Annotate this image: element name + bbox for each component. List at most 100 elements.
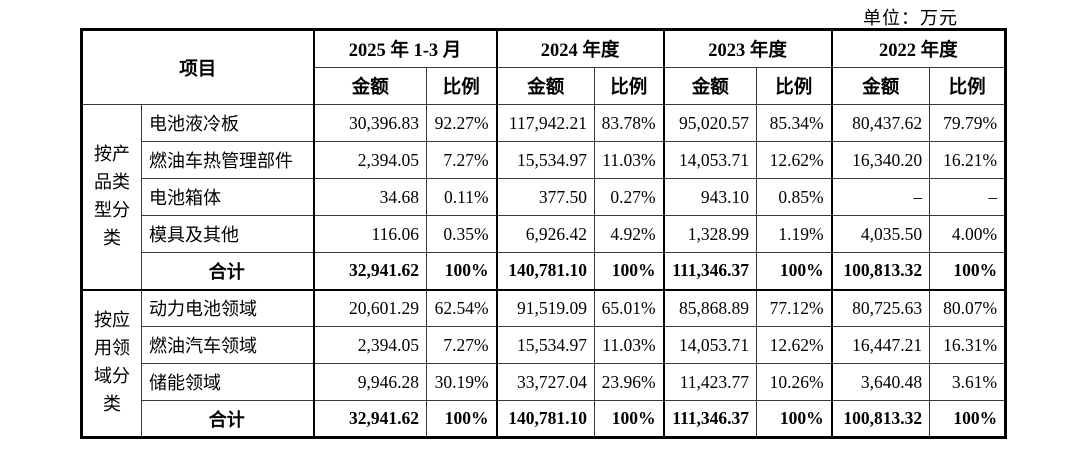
ratio-cell: 100% xyxy=(426,400,498,438)
item-name-cell: 电池箱体 xyxy=(140,178,315,216)
ratio-cell: 16.21% xyxy=(929,141,1007,179)
group-label-cell: 按产品类型分类 xyxy=(81,104,142,290)
ratio-cell: 79.79% xyxy=(929,104,1007,142)
amount-cell: 2,394.05 xyxy=(312,141,428,179)
amount-cell: 943.10 xyxy=(662,178,758,216)
ratio-cell: 7.27% xyxy=(426,326,498,364)
header-row-subheaders: 金额 比例 金额 比例 金额 比例 金额 比例 xyxy=(82,67,1007,105)
subheader-ratio: 比例 xyxy=(929,67,1007,105)
amount-cell: 116.06 xyxy=(312,215,428,253)
table-row: 燃油车热管理部件 2,394.05 7.27% 15,534.97 11.03% 14,0… xyxy=(82,141,1007,179)
period-header-2023: 2023 年度 xyxy=(662,29,833,68)
amount-cell: 1,328.99 xyxy=(662,215,758,253)
ratio-cell: 11.03% xyxy=(594,141,665,179)
amount-cell: 14,053.71 xyxy=(662,141,758,179)
amount-cell: 11,423.77 xyxy=(662,363,758,401)
period-header-2025: 2025 年 1-3 月 xyxy=(312,29,498,68)
item-name-cell: 燃油车热管理部件 xyxy=(140,141,315,179)
amount-cell: 34.68 xyxy=(312,178,428,216)
total-row: 合计 32,941.62 100% 140,781.10 100% 111,346.37 1… xyxy=(82,252,1007,290)
amount-cell: 91,519.09 xyxy=(495,288,596,327)
amount-cell: 14,053.71 xyxy=(662,326,758,364)
table-row: 模具及其他 116.06 0.35% 6,926.42 4.92% 1,328.99 1.1… xyxy=(82,215,1007,253)
amount-cell: 20,601.29 xyxy=(312,288,428,327)
ratio-cell: 0.35% xyxy=(426,215,498,253)
amount-cell: 100,813.32 xyxy=(830,400,931,438)
amount-cell: 4,035.50 xyxy=(830,215,931,253)
item-name-cell: 储能领域 xyxy=(140,363,315,401)
total-row: 合计 32,941.62 100% 140,781.10 100% 111,346.37 1… xyxy=(82,400,1007,438)
ratio-cell: 92.27% xyxy=(426,104,498,142)
ratio-cell: 10.26% xyxy=(756,363,833,401)
total-label-cell: 合计 xyxy=(140,400,315,438)
table-row: 储能领域 9,946.28 30.19% 33,727.04 23.96% 11,423.… xyxy=(82,363,1007,401)
item-name-cell: 燃油汽车领域 xyxy=(140,326,315,364)
amount-cell: 3,640.48 xyxy=(830,363,931,401)
amount-cell: – xyxy=(830,178,931,216)
amount-cell: 80,437.62 xyxy=(830,104,931,142)
period-header-2024: 2024 年度 xyxy=(495,29,665,68)
ratio-cell: 62.54% xyxy=(426,288,498,327)
amount-cell: 9,946.28 xyxy=(312,363,428,401)
amount-cell: 117,942.21 xyxy=(495,104,596,142)
amount-cell: 16,340.20 xyxy=(830,141,931,179)
ratio-cell: 12.62% xyxy=(756,326,833,364)
subheader-amount: 金额 xyxy=(662,67,758,105)
amount-cell: 6,926.42 xyxy=(495,215,596,253)
header-row-periods: 项目 2025 年 1-3 月 2024 年度 2023 年度 2022 年度 xyxy=(80,29,1007,105)
item-name-cell: 模具及其他 xyxy=(140,215,315,253)
subheader-amount: 金额 xyxy=(495,67,596,105)
ratio-cell: 77.12% xyxy=(756,288,833,327)
ratio-cell: 65.01% xyxy=(594,288,665,327)
ratio-cell: 4.00% xyxy=(929,215,1007,253)
total-label-cell: 合计 xyxy=(140,252,315,290)
ratio-cell: 100% xyxy=(756,252,833,290)
amount-cell: 80,725.63 xyxy=(830,288,931,327)
ratio-cell: 0.85% xyxy=(756,178,833,216)
ratio-cell: 85.34% xyxy=(756,104,833,142)
subheader-ratio: 比例 xyxy=(426,67,498,105)
item-name-cell: 电池液冷板 xyxy=(140,104,315,142)
amount-cell: 111,346.37 xyxy=(662,252,758,290)
table-row: 电池箱体 34.68 0.11% 377.50 0.27% 943.10 0.85% – – xyxy=(82,178,1007,216)
amount-cell: 2,394.05 xyxy=(312,326,428,364)
subheader-ratio: 比例 xyxy=(756,67,833,105)
ratio-cell: 3.61% xyxy=(929,363,1007,401)
ratio-cell: 16.31% xyxy=(929,326,1007,364)
ratio-cell: 0.11% xyxy=(426,178,498,216)
table-body: 按产品类型分类 电池液冷板 30,396.83 92.27% 117,942.21 83.… xyxy=(81,104,1007,438)
amount-cell: 15,534.97 xyxy=(495,141,596,179)
period-header-2022: 2022 年度 xyxy=(830,29,1007,68)
ratio-cell: 100% xyxy=(929,400,1007,438)
ratio-cell: – xyxy=(929,178,1007,216)
ratio-cell: 23.96% xyxy=(594,363,665,401)
amount-cell: 32,941.62 xyxy=(312,252,428,290)
amount-cell: 100,813.32 xyxy=(830,252,931,290)
subheader-ratio: 比例 xyxy=(594,67,665,105)
ratio-cell: 1.19% xyxy=(756,215,833,253)
ratio-cell: 100% xyxy=(426,252,498,290)
ratio-cell: 100% xyxy=(594,400,665,438)
item-name-cell: 动力电池领域 xyxy=(140,288,315,327)
table-row: 按应用领域分类 动力电池领域 20,601.29 62.54% 91,519.09 65.… xyxy=(81,288,1007,438)
table-header: 项目 2025 年 1-3 月 2024 年度 2023 年度 2022 年度 … xyxy=(80,29,1007,105)
amount-cell: 377.50 xyxy=(495,178,596,216)
ratio-cell: 11.03% xyxy=(594,326,665,364)
unit-label: 单位：万元 xyxy=(863,8,958,28)
amount-cell: 30,396.83 xyxy=(312,104,428,142)
revenue-table: 项目 2025 年 1-3 月 2024 年度 2023 年度 2022 年度 … xyxy=(80,28,1008,439)
ratio-cell: 4.92% xyxy=(594,215,665,253)
ratio-cell: 30.19% xyxy=(426,363,498,401)
ratio-cell: 100% xyxy=(594,252,665,290)
amount-cell: 111,346.37 xyxy=(662,400,758,438)
table-row: 按产品类型分类 电池液冷板 30,396.83 92.27% 117,942.21 83.… xyxy=(81,104,1007,290)
subheader-amount: 金额 xyxy=(830,67,931,105)
group-label-cell: 按应用领域分类 xyxy=(81,288,142,438)
amount-cell: 140,781.10 xyxy=(495,252,596,290)
table-row: 燃油汽车领域 2,394.05 7.27% 15,534.97 11.03% 14,053… xyxy=(82,326,1007,364)
ratio-cell: 100% xyxy=(929,252,1007,290)
amount-cell: 15,534.97 xyxy=(495,326,596,364)
amount-cell: 16,447.21 xyxy=(830,326,931,364)
amount-cell: 32,941.62 xyxy=(312,400,428,438)
amount-cell: 95,020.57 xyxy=(662,104,758,142)
